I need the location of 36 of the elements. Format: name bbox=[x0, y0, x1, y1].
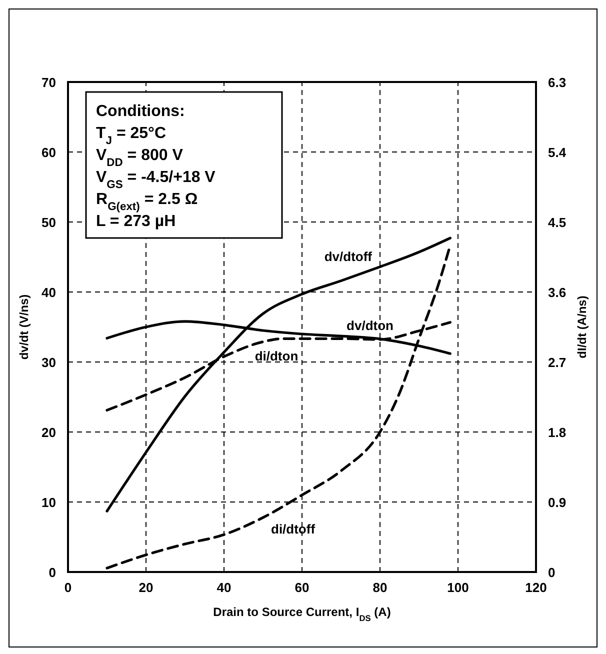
annotation: T$_{J}$ = 25°C bbox=[96, 125, 166, 147]
y-tick-label: 50 bbox=[42, 215, 56, 230]
series-label: dv/dton bbox=[346, 318, 394, 333]
y-tick-label: 10 bbox=[42, 495, 56, 510]
x-tick-label: 80 bbox=[372, 580, 388, 595]
x-tick-label: 120 bbox=[525, 580, 547, 595]
y-tick-label: 40 bbox=[42, 285, 56, 300]
annotation: Conditions: bbox=[96, 103, 185, 120]
x-tick-label: 0 bbox=[64, 580, 72, 595]
annotation: V$_{DD}$ = 800 V bbox=[96, 147, 184, 169]
x-tick-label: 100 bbox=[447, 580, 469, 595]
series-label: dv/dtoff bbox=[324, 248, 373, 264]
x-tick-label: 40 bbox=[216, 580, 232, 595]
y2-tick-label: 6.3 bbox=[548, 75, 566, 90]
y-tick-label: 70 bbox=[42, 75, 56, 90]
series-label: di/dton bbox=[254, 348, 298, 364]
y2-tick-label: 1.8 bbox=[548, 425, 566, 440]
y2-tick-label: 0.9 bbox=[548, 495, 566, 510]
y-tick-label: 60 bbox=[42, 145, 56, 160]
y2-axis-title: dI/dt (A/ns) bbox=[575, 296, 589, 358]
annotation: L = 273 µH bbox=[96, 213, 176, 230]
y2-tick-label: 2.7 bbox=[548, 355, 566, 370]
x-tick-label: 20 bbox=[138, 580, 154, 595]
y2-tick-label: 4.5 bbox=[548, 215, 566, 230]
x-axis-title: Drain to Source Current, I$_{DS}$ (A) bbox=[213, 605, 391, 623]
y-tick-label: 20 bbox=[42, 425, 56, 440]
y-tick-label: 0 bbox=[48, 565, 56, 580]
annotation: R$_{G(ext)}$ = 2.5 Ω bbox=[96, 191, 198, 213]
y2-tick-label: 0 bbox=[548, 565, 556, 580]
x-tick-label: 60 bbox=[294, 580, 310, 595]
y-tick-label: 30 bbox=[42, 355, 56, 370]
series-label: di/dtoff bbox=[271, 522, 316, 537]
annotation: V$_{GS}$ = -4.5/+18 V bbox=[96, 169, 216, 191]
y-axis-title: dv/dt (V/ns) bbox=[17, 294, 31, 360]
y2-tick-label: 3.6 bbox=[548, 285, 566, 300]
y2-tick-label: 5.4 bbox=[548, 145, 567, 160]
